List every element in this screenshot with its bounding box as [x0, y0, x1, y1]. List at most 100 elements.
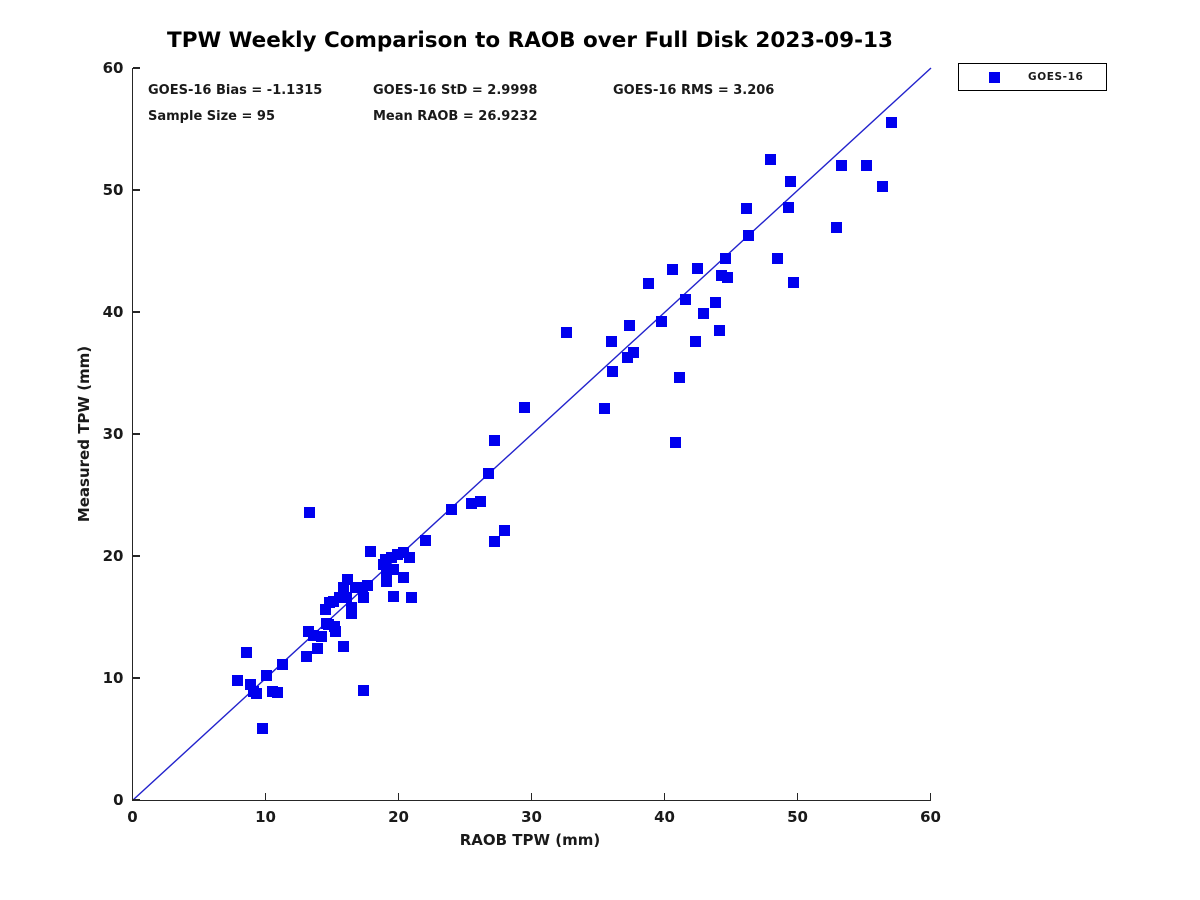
y-axis-tick-0: [132, 799, 140, 801]
scatter-point-goes-16: [830, 222, 842, 234]
y-axis-tick-30: [132, 433, 140, 435]
stat-std: GOES-16 StD = 2.9998: [373, 83, 538, 98]
scatter-point-goes-16: [341, 591, 353, 603]
x-axis-tick-20: [397, 793, 400, 800]
scatter-point-goes-16: [782, 201, 794, 213]
scatter-point-goes-16: [387, 590, 399, 602]
x-tick-label-20: 20: [388, 808, 409, 826]
y-tick-label-40: 40: [102, 303, 124, 321]
scatter-point-goes-16: [643, 278, 655, 290]
scatter-point-goes-16: [499, 524, 511, 536]
x-axis-tick-50: [796, 793, 799, 800]
scatter-point-goes-16: [605, 335, 617, 347]
y-tick-label-20: 20: [102, 547, 124, 565]
scatter-point-goes-16: [241, 646, 253, 658]
y-tick-label-30: 30: [102, 425, 124, 443]
scatter-point-goes-16: [346, 607, 358, 619]
x-axis-tick-0: [131, 793, 134, 800]
stat-bias: GOES-16 Bias = -1.1315: [148, 83, 323, 98]
scatter-point-goes-16: [666, 263, 678, 275]
stat-sample-size: Sample Size = 95: [148, 109, 276, 124]
plot-area: 0 10 20 30 40 50 60 0 10 20 30 40 50 60: [103, 59, 941, 826]
scatter-point-goes-16: [398, 572, 410, 584]
scatter-point-goes-16: [621, 351, 633, 363]
scatter-point-goes-16: [311, 643, 323, 655]
scatter-point-goes-16: [628, 346, 640, 358]
x-axis-label: RAOB TPW (mm): [459, 831, 601, 849]
y-tick-label-60: 60: [102, 59, 124, 77]
scatter-point-goes-16: [381, 576, 393, 588]
scatter-point-goes-16: [322, 618, 334, 630]
scatter-point-goes-16: [301, 650, 313, 662]
scatter-point-goes-16: [358, 591, 370, 603]
scatter-point-goes-16: [334, 591, 346, 603]
scatter-point-goes-16: [483, 467, 495, 479]
stat-mean-raob: Mean RAOB = 26.9232: [373, 109, 538, 124]
scatter-point-goes-16: [877, 180, 889, 192]
scatter-point-goes-16: [365, 545, 377, 557]
scatter-point-goes-16: [488, 434, 500, 446]
scatter-point-goes-16: [338, 582, 350, 594]
y-axis-label: Measured TPW (mm): [75, 345, 93, 523]
scatter-point-goes-16: [656, 316, 668, 328]
scatter-point-goes-16: [277, 659, 289, 671]
scatter-point-goes-16: [692, 262, 704, 274]
scatter-point-goes-16: [406, 591, 418, 603]
scatter-point-goes-16: [680, 294, 692, 306]
scatter-point-goes-16: [697, 307, 709, 319]
x-tick-label-60: 60: [920, 808, 941, 826]
scatter-point-goes-16: [338, 640, 350, 652]
x-axis-tick-30: [530, 793, 533, 800]
scatter-point-goes-16: [358, 684, 370, 696]
scatter-point-goes-16: [271, 687, 283, 699]
x-axis-tick-60: [929, 793, 932, 800]
scatter-point-goes-16: [403, 551, 415, 563]
scatter-point-goes-16: [742, 229, 754, 241]
scatter-point-goes-16: [689, 335, 701, 347]
y-axis-tick-20: [132, 555, 140, 557]
scatter-point-goes-16: [232, 674, 244, 686]
scatter-point-goes-16: [788, 277, 799, 289]
scatter-point-goes-16: [315, 631, 327, 643]
scatter-point-goes-16: [330, 626, 342, 638]
scatter-point-goes-16: [673, 372, 685, 384]
x-tick-label-30: 30: [521, 808, 542, 826]
scatter-point-goes-16: [327, 595, 339, 607]
legend-entry-label: GOES-16: [1028, 71, 1084, 83]
scatter-point-goes-16: [720, 252, 732, 264]
scatter-point-goes-16: [785, 175, 797, 187]
scatter-point-goes-16: [379, 554, 391, 566]
x-tick-label-40: 40: [654, 808, 675, 826]
scatter-point-goes-16: [245, 678, 257, 690]
scatter-point-goes-16: [607, 366, 619, 378]
scatter-point-goes-16: [713, 324, 725, 336]
scatter-point-goes-16: [362, 579, 374, 591]
y-axis-tick-60: [132, 67, 140, 69]
x-tick-label-10: 10: [255, 808, 276, 826]
scatter-point-goes-16: [772, 252, 784, 264]
scatter-point-goes-16: [466, 498, 478, 510]
legend: GOES-16: [958, 63, 1107, 91]
x-axis-tick-40: [663, 793, 666, 800]
scatter-point-goes-16: [261, 670, 273, 682]
scatter-point-goes-16: [709, 296, 721, 308]
scatter-point-goes-16: [721, 272, 733, 284]
y-tick-label-0: 0: [113, 791, 124, 809]
scatter-point-goes-16: [446, 504, 458, 516]
scatter-point-goes-16: [560, 327, 572, 339]
scatter-point-goes-16: [488, 535, 500, 547]
scatter-point-goes-16: [381, 570, 393, 582]
scatter-point-goes-16: [519, 401, 531, 413]
scatter-point-goes-16: [319, 604, 331, 616]
scatter-point-goes-16: [861, 160, 873, 172]
scatter-point-goes-16: [342, 573, 354, 585]
y-axis-tick-50: [132, 189, 140, 191]
y-tick-label-10: 10: [102, 669, 124, 687]
scatter-point-goes-16: [250, 688, 262, 700]
x-tick-label-50: 50: [787, 808, 808, 826]
legend-marker-square-icon: [989, 71, 1000, 83]
scatter-point-goes-16: [599, 402, 611, 414]
x-axis-tick-10: [264, 793, 267, 800]
scatter-point-goes-16: [765, 154, 777, 165]
